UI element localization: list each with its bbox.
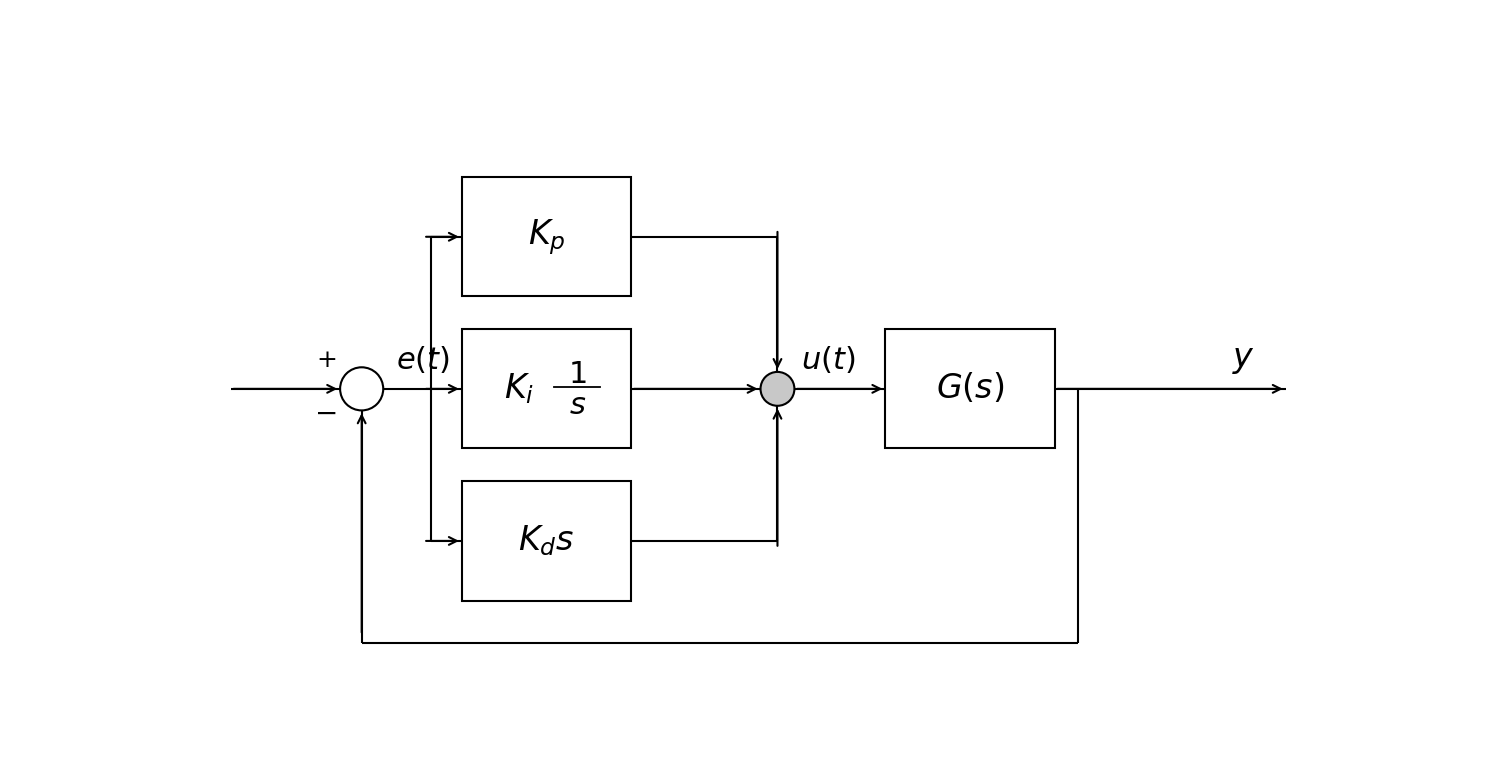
Text: $e(t)$: $e(t)$ [397, 345, 451, 376]
Text: $y$: $y$ [1232, 343, 1255, 376]
Text: $s$: $s$ [569, 390, 587, 421]
Text: $K_i$: $K_i$ [504, 371, 535, 406]
Bar [885, 329, 1054, 448]
Text: $K_p$: $K_p$ [528, 217, 566, 256]
Circle shape [341, 367, 383, 410]
Text: $u(t)$: $u(t)$ [801, 345, 855, 376]
Circle shape [760, 372, 795, 406]
Text: $K_d s$: $K_d s$ [519, 524, 575, 558]
Text: +: + [317, 349, 338, 372]
Bar [461, 481, 632, 601]
Text: −: − [315, 400, 339, 428]
Text: $G(s)$: $G(s)$ [936, 371, 1004, 406]
Bar [461, 329, 632, 448]
Text: $1$: $1$ [569, 359, 587, 390]
Bar [461, 177, 632, 296]
